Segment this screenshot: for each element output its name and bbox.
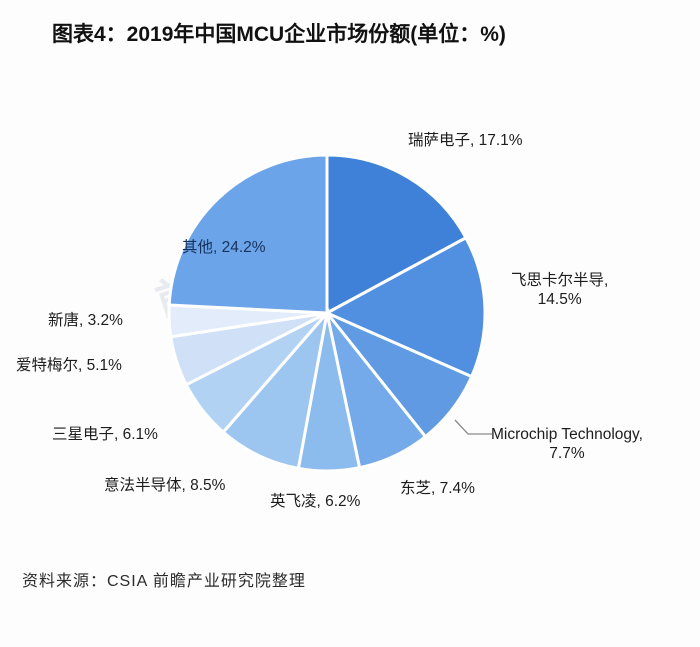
slice-label-freescale-line2: 14.5% (537, 291, 582, 309)
slice-label-atmel: 爱特梅尔, 5.1% (16, 357, 122, 374)
pie-slice (221, 307, 330, 471)
pie-slice (167, 153, 329, 315)
leader-line-group (454, 419, 492, 435)
slice-label-toshiba: 东芝, 7.4% (400, 480, 475, 497)
slice-label-others: 其他, 24.2% (182, 239, 266, 256)
slice-label-microchip-line2: 7.7% (549, 445, 585, 463)
pie-slice-group (167, 153, 487, 473)
slice-label-microchip-line1: Microchip Technology, (491, 426, 643, 443)
slice-label-microchip: Microchip Technology, 7.7% (491, 425, 643, 464)
page-title: 图表4：2019年中国MCU企业市场份额(单位：%) (52, 23, 506, 46)
slice-label-freescale: 飞思卡尔半导, 14.5% (511, 271, 608, 310)
slice-label-st: 意法半导体, 8.5% (104, 477, 226, 494)
slice-label-nuvoton: 新唐, 3.2% (48, 312, 123, 329)
slice-label-samsung: 三星电子, 6.1% (52, 426, 158, 443)
slice-label-infineon: 英飞凌, 6.2% (270, 493, 361, 510)
pie-slice (323, 235, 487, 379)
leader-line-microchip (454, 419, 492, 435)
slice-label-freescale-line1: 飞思卡尔半导, (511, 272, 609, 289)
pie-slice (325, 153, 468, 316)
slice-label-renesas: 瑞萨电子, 17.1% (408, 132, 523, 149)
source-note: 资料来源：CSIA 前瞻产业研究院整理 (22, 573, 306, 590)
